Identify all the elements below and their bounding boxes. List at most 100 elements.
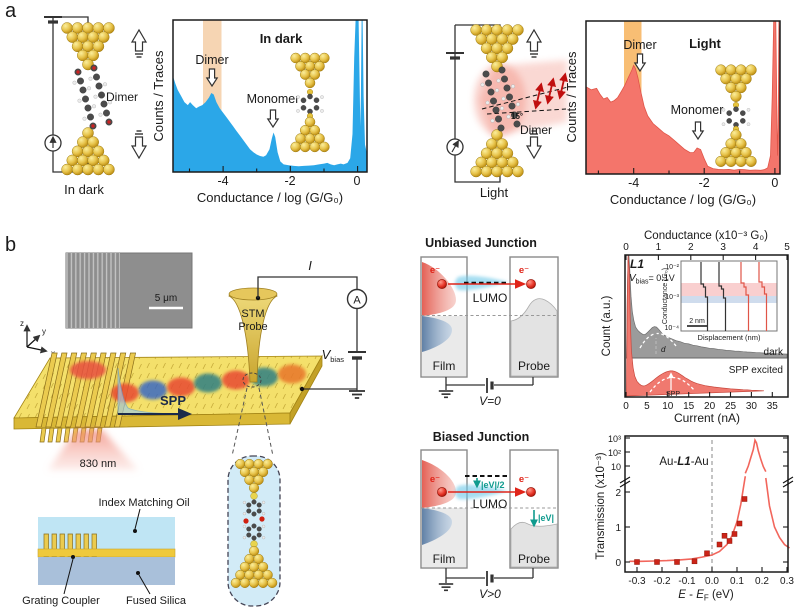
grating-label: Grating Coupler: [22, 595, 100, 607]
monomer-inset-molecule: [715, 64, 757, 167]
inset-y-label: Conductance (G₀): [662, 268, 669, 324]
h-atom: [500, 106, 504, 111]
y-axis-ticks: [625, 437, 788, 563]
x-tick: -4: [217, 174, 228, 188]
molecule-zoom-capsule: [227, 455, 281, 607]
spp-schematic: SPP 830 nm STM Probe A I Vbias: [13, 258, 368, 470]
gold-layer: [37, 548, 176, 558]
gold-atom: [87, 49, 99, 62]
dimer-molecule-1: [72, 68, 97, 130]
transmission-curve-left: [629, 476, 747, 563]
svg-text:0.2: 0.2: [755, 576, 769, 587]
y-axis-label: Counts / Traces: [151, 50, 166, 142]
c-atom: [246, 532, 252, 538]
c-atom: [77, 77, 84, 85]
gold-tip-bottom: [230, 545, 278, 588]
svg-text:1: 1: [615, 523, 621, 534]
light-junction-schematic: 15° Dimer Light: [446, 24, 569, 200]
gold-atom: [735, 82, 747, 94]
inset-trace: [740, 262, 750, 331]
h-atom: [87, 86, 91, 91]
dimer-molecule-2: [496, 66, 521, 128]
x-axis-label: Conductance / log (G/G₀): [197, 190, 343, 205]
c-atom: [98, 91, 105, 99]
h-atom: [495, 88, 499, 93]
svg-text:10⁻⁴: 10⁻⁴: [665, 325, 680, 332]
gold-atom: [715, 155, 727, 167]
electron-label: e⁻: [430, 474, 440, 485]
electron-ball: [526, 279, 536, 289]
spp-current-histogram: [626, 254, 765, 397]
svg-text:10: 10: [662, 401, 674, 412]
h-atom: [490, 118, 495, 123]
spp-peak-annotation: SPP: [666, 391, 680, 398]
c-atom: [256, 526, 262, 532]
c-atom: [251, 499, 257, 505]
h-atom: [108, 100, 112, 105]
svg-text:1: 1: [656, 242, 662, 253]
gold-atom: [239, 577, 250, 588]
h-atom: [92, 104, 96, 109]
monomer-peak-arrow: [267, 109, 279, 128]
monomer-peak-label: Monomer: [671, 103, 724, 117]
h-atom: [501, 96, 506, 101]
h-atom: [320, 95, 324, 99]
svg-text:-0.3: -0.3: [628, 576, 646, 587]
svg-text:5: 5: [644, 401, 650, 412]
gold-atom: [496, 51, 508, 64]
condition-title: Light: [689, 36, 721, 51]
c-atom: [506, 93, 513, 101]
dark-histogram-plot: -4 -2 0 Conductance / log (G/G₀) Counts …: [151, 19, 368, 205]
c-atom: [307, 93, 313, 100]
gold-atom: [82, 127, 94, 139]
gold-atom: [253, 553, 264, 565]
gold-atom: [740, 147, 752, 159]
gold-atom: [309, 69, 321, 80]
gold-atom: [92, 163, 105, 176]
c-atom: [93, 73, 100, 81]
h-atom: [746, 108, 751, 112]
grating-fin: [83, 533, 89, 551]
x-tick: 0: [771, 176, 778, 190]
laser-spot: [70, 361, 106, 379]
gold-atom: [253, 474, 264, 485]
data-point: [736, 520, 743, 527]
bias-circuit: A I Vbias: [255, 258, 368, 399]
h-atom: [77, 98, 82, 103]
x-tick: -2: [284, 174, 295, 188]
grating-fin: [55, 427, 63, 443]
gold-atom: [735, 138, 747, 150]
svg-text:0.0: 0.0: [705, 576, 719, 587]
inset-trace: [758, 262, 768, 331]
plot-box: [624, 435, 789, 573]
gold-atom: [92, 145, 105, 158]
c-atom: [251, 535, 257, 541]
c-atom: [251, 511, 257, 517]
x-tick: 0: [354, 174, 361, 188]
data-point: [721, 533, 728, 539]
transmission-plot: 10³ 10² 10 2 1 0 -0.3 -0.2 -0.1 0.0 0.1 …: [595, 434, 794, 603]
h-atom: [242, 524, 246, 529]
h-atom: [93, 94, 98, 99]
h-atom: [98, 112, 103, 117]
gold-atom: [71, 163, 84, 176]
spp-series-label: SPP excited: [729, 365, 783, 376]
probe-label: Probe: [518, 552, 550, 566]
c-atom: [256, 508, 262, 514]
h-atom: [485, 100, 490, 105]
dark-histogram-area: [173, 20, 367, 172]
electron-label: e⁻: [519, 265, 529, 276]
gold-atom: [501, 165, 514, 178]
c-atom: [246, 508, 252, 514]
dark-caption: In dark: [64, 182, 104, 197]
gold-atom: [319, 52, 330, 64]
spp-label: SPP: [160, 393, 186, 408]
c-atom: [84, 104, 92, 112]
c-atom: [490, 97, 497, 105]
polarization-arrows: [533, 72, 568, 110]
oil-label: Index Matching Oil: [98, 497, 189, 509]
c-atom: [246, 502, 252, 508]
gold-atom: [103, 22, 115, 34]
svg-text:3: 3: [720, 242, 726, 253]
svg-text:15: 15: [683, 401, 695, 412]
